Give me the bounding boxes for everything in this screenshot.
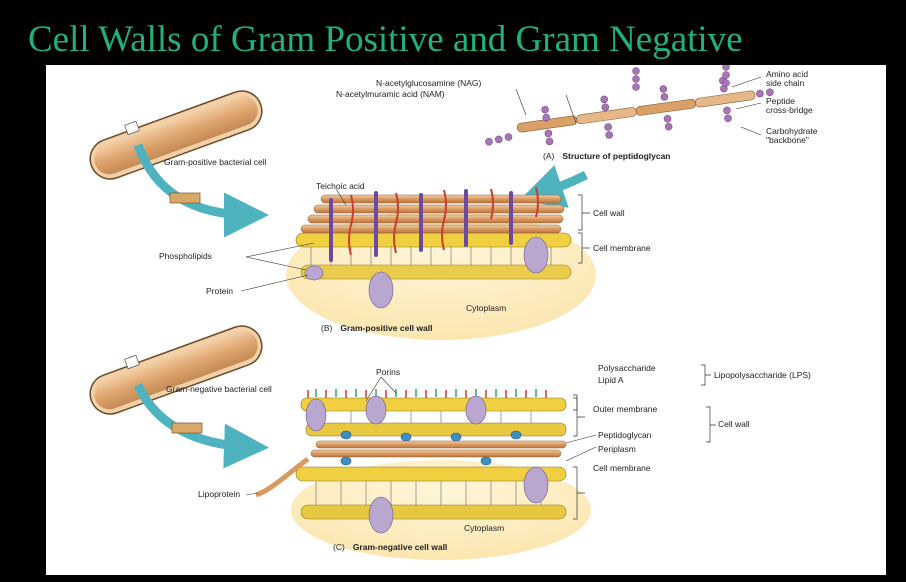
label-cell-wall-positive: Cell wall [593,208,625,218]
label-cell-membrane-negative: Cell membrane [593,463,651,473]
label-peptide: Peptide cross-bridge [766,96,813,115]
wall-chip-negative [171,422,203,434]
label-cytoplasm-negative: Cytoplasm [464,523,505,533]
caption-c: (C) Gram-negative cell wall [333,542,447,552]
label-periplasm: Periplasm [598,444,636,454]
label-porins: Porins [376,367,401,377]
label-phospholipids: Phospholipids [159,251,212,261]
caption-b-letter: (B) [321,323,333,333]
label-lps: Lipopolysaccharide (LPS) [714,370,811,380]
caption-b-text: Gram-positive cell wall [340,323,433,333]
diagram-panel: N-acetylglucosamine (NAG) N-acetylmurami… [46,65,886,575]
label-outer-membrane: Outer membrane [593,404,658,414]
gram-positive-wall-diagram [240,186,596,340]
caption-b: (B) Gram-positive cell wall [321,323,432,333]
caption-a-letter: (A) [543,151,555,161]
label-cell-membrane-positive: Cell membrane [593,243,651,253]
peptidoglycan-structure [485,65,774,146]
label-lipoprotein: Lipoprotein [198,489,241,499]
label-nag: N-acetylglucosamine (NAG) [376,78,482,88]
caption-a: (A) Structure of peptidoglycan [543,151,671,161]
label-cytoplasm-positive: Cytoplasm [466,303,507,313]
gram-negative-wall-diagram [245,364,716,560]
label-amino-acid: Amino acid side chain [766,69,809,88]
label-peptidoglycan: Peptidoglycan [598,430,652,440]
page-title: Cell Walls of Gram Positive and Gram Neg… [28,19,743,60]
label-gram-positive-cell: Gram-positive bacterial cell [164,157,267,167]
label-protein: Protein [206,286,233,296]
caption-a-text: Structure of peptidoglycan [562,151,671,161]
label-lipid-a: Lipid A [598,375,624,385]
caption-c-letter: (C) [333,542,345,552]
label-nam: N-acetylmuramic acid (NAM) [336,89,445,99]
gram-negative-cell-drawing [89,325,263,415]
wall-chip-positive [169,192,201,204]
label-cell-wall-negative: Cell wall [718,419,750,429]
caption-c-text: Gram-negative cell wall [352,542,448,552]
gram-positive-cell-drawing [89,90,263,180]
arrow-from-peptidoglycan [518,165,589,208]
label-teichoic-acid: Teichoic acid [316,181,365,191]
label-polysaccharide: Polysaccharide [598,363,656,373]
label-carbohydrate: Carbohydrate "backbone" [766,126,818,145]
label-gram-negative-cell: Gram-negative bacterial cell [166,384,272,394]
